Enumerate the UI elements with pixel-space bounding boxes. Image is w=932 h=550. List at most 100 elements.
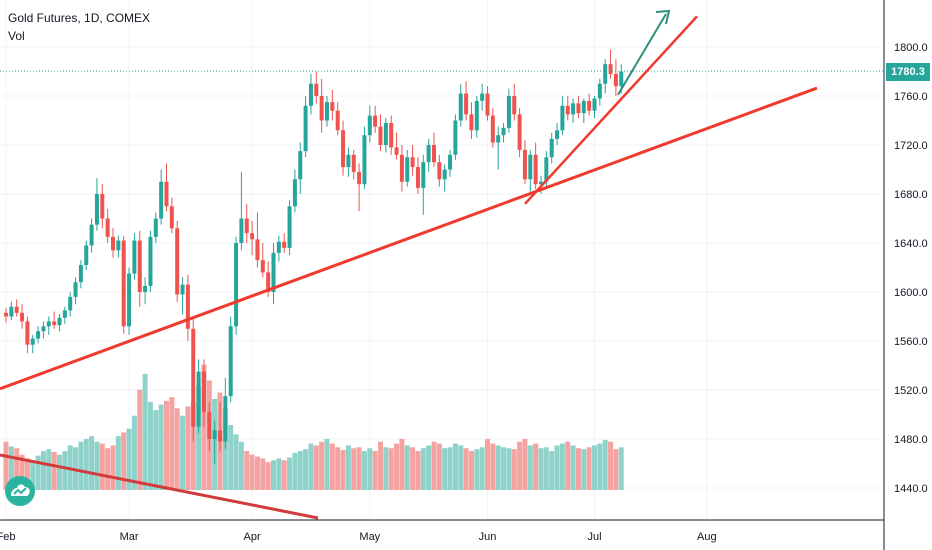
candle-body <box>603 64 608 84</box>
candle-body <box>367 115 372 136</box>
candle-body <box>319 96 324 121</box>
volume-bar <box>372 451 378 490</box>
volume-bar <box>319 441 325 490</box>
candle-body <box>100 194 105 219</box>
candle-body <box>234 243 239 327</box>
candle-body <box>137 240 142 292</box>
volume-bar <box>292 452 298 490</box>
y-tick-label: 1520.0 <box>894 385 928 397</box>
candle-body <box>36 331 41 339</box>
candle-body <box>325 102 329 121</box>
candle-body <box>517 114 522 150</box>
projection-arrowhead <box>655 9 671 25</box>
candle-body <box>351 154 356 172</box>
candle-body <box>143 285 148 292</box>
volume-bar <box>196 386 202 490</box>
candle-body <box>335 110 340 131</box>
candle-body <box>196 371 201 427</box>
volume-bar <box>287 457 293 490</box>
volume-bar <box>436 443 442 490</box>
candle-body <box>426 145 431 163</box>
candle-body <box>576 103 581 114</box>
candle-body <box>148 236 153 286</box>
volume-bar <box>388 448 394 490</box>
volume-bar <box>30 460 36 490</box>
candle-body <box>539 181 543 185</box>
candle-body <box>164 181 169 207</box>
volume-bar <box>554 445 560 490</box>
volume-bar <box>249 454 255 490</box>
grid-lines <box>0 0 884 520</box>
volume-bar <box>501 447 507 490</box>
candle-body <box>437 162 442 180</box>
volume-bar <box>329 443 335 490</box>
candle-body <box>121 240 126 327</box>
volume-bar <box>94 441 100 490</box>
candle-body <box>474 100 479 131</box>
volume-bar <box>463 448 469 490</box>
candle-body <box>330 102 335 111</box>
volume-bars <box>3 364 624 490</box>
volume-bar <box>442 448 448 490</box>
volume-bar <box>164 400 169 490</box>
volume-bar <box>158 404 164 490</box>
volume-bar <box>495 445 501 490</box>
x-tick-label: Jun <box>479 531 497 543</box>
volume-bar <box>271 460 276 490</box>
candle-body <box>362 135 367 185</box>
volume-bar <box>51 451 57 490</box>
candle-body <box>544 157 549 182</box>
candle-body <box>57 317 62 326</box>
symbol-title[interactable]: Gold Futures, 1D, COMEX <box>8 11 151 25</box>
candle-body <box>308 83 313 106</box>
candle-body <box>94 194 99 225</box>
volume-bar <box>383 447 389 490</box>
volume-bar <box>19 454 25 490</box>
candle-body <box>52 321 57 326</box>
candle-body <box>46 321 51 327</box>
volume-bar <box>602 439 608 490</box>
volume-bar <box>110 445 116 490</box>
volume-bar <box>228 425 234 490</box>
y-tick-label: 1680.0 <box>894 189 928 201</box>
candle-body <box>399 154 404 182</box>
volume-bar <box>254 456 260 490</box>
volume-bar <box>367 448 373 490</box>
volume-bar <box>3 441 9 490</box>
volume-bar <box>222 408 228 490</box>
candle-body <box>587 100 592 111</box>
candle-body <box>153 218 158 237</box>
candle-body <box>549 138 554 158</box>
y-tick-label: 1480.0 <box>894 434 928 446</box>
candle-body <box>89 224 94 246</box>
candle-body <box>30 338 35 345</box>
volume-bar <box>404 445 410 490</box>
volume-bar <box>565 441 571 490</box>
candle-body <box>20 312 25 322</box>
candle-body <box>62 310 67 318</box>
candle-body <box>619 71 624 87</box>
candle-body <box>159 181 164 219</box>
volume-bar <box>244 451 250 490</box>
volume-label[interactable]: Vol <box>8 29 25 43</box>
candle-body <box>560 105 565 131</box>
candle-body <box>555 130 560 139</box>
volume-bar <box>506 448 512 490</box>
volume-bar <box>474 449 480 490</box>
candle-body <box>405 157 410 182</box>
candle-body <box>458 93 463 121</box>
candle-body <box>373 115 378 127</box>
volume-bar <box>420 448 426 490</box>
volume-trendline <box>0 453 319 520</box>
volume-bar <box>340 450 346 490</box>
candle-body <box>207 412 212 439</box>
x-tick-label: Aug <box>697 531 717 543</box>
steep-trendline <box>524 15 698 205</box>
volume-bar <box>142 373 148 490</box>
y-tick-label: 1600.0 <box>894 287 928 299</box>
candle-body <box>394 147 399 155</box>
trendlines <box>0 9 884 520</box>
candle-body <box>506 96 511 128</box>
candle-body <box>255 239 260 261</box>
